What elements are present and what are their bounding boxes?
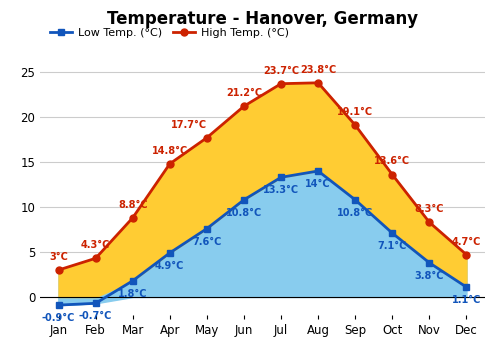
Text: 13.3°C: 13.3°C	[263, 186, 299, 195]
Text: 8.8°C: 8.8°C	[118, 200, 148, 210]
Text: 23.8°C: 23.8°C	[300, 65, 336, 75]
Title: Temperature - Hanover, Germany: Temperature - Hanover, Germany	[107, 10, 418, 28]
Legend: Low Temp. (°C), High Temp. (°C): Low Temp. (°C), High Temp. (°C)	[46, 23, 293, 42]
Text: 3.8°C: 3.8°C	[414, 271, 444, 281]
Text: 19.1°C: 19.1°C	[337, 107, 374, 117]
Text: 8.3°C: 8.3°C	[414, 204, 444, 214]
Text: 10.8°C: 10.8°C	[337, 208, 374, 218]
Text: 21.2°C: 21.2°C	[226, 88, 262, 98]
Text: 17.7°C: 17.7°C	[170, 120, 207, 130]
Text: 7.1°C: 7.1°C	[378, 241, 407, 251]
Text: 4.7°C: 4.7°C	[452, 237, 481, 247]
Text: -0.9°C: -0.9°C	[42, 313, 75, 323]
Text: 10.8°C: 10.8°C	[226, 208, 262, 218]
Text: -0.7°C: -0.7°C	[79, 312, 112, 321]
Text: 3°C: 3°C	[49, 252, 68, 262]
Text: 7.6°C: 7.6°C	[192, 237, 222, 247]
Text: 14.8°C: 14.8°C	[152, 146, 188, 156]
Text: 1.8°C: 1.8°C	[118, 289, 148, 299]
Text: 1.1°C: 1.1°C	[452, 295, 481, 305]
Text: 13.6°C: 13.6°C	[374, 156, 410, 167]
Text: 4.9°C: 4.9°C	[155, 261, 184, 271]
Text: 23.7°C: 23.7°C	[263, 65, 299, 76]
Text: 14°C: 14°C	[306, 179, 331, 189]
Text: 4.3°C: 4.3°C	[81, 240, 110, 250]
